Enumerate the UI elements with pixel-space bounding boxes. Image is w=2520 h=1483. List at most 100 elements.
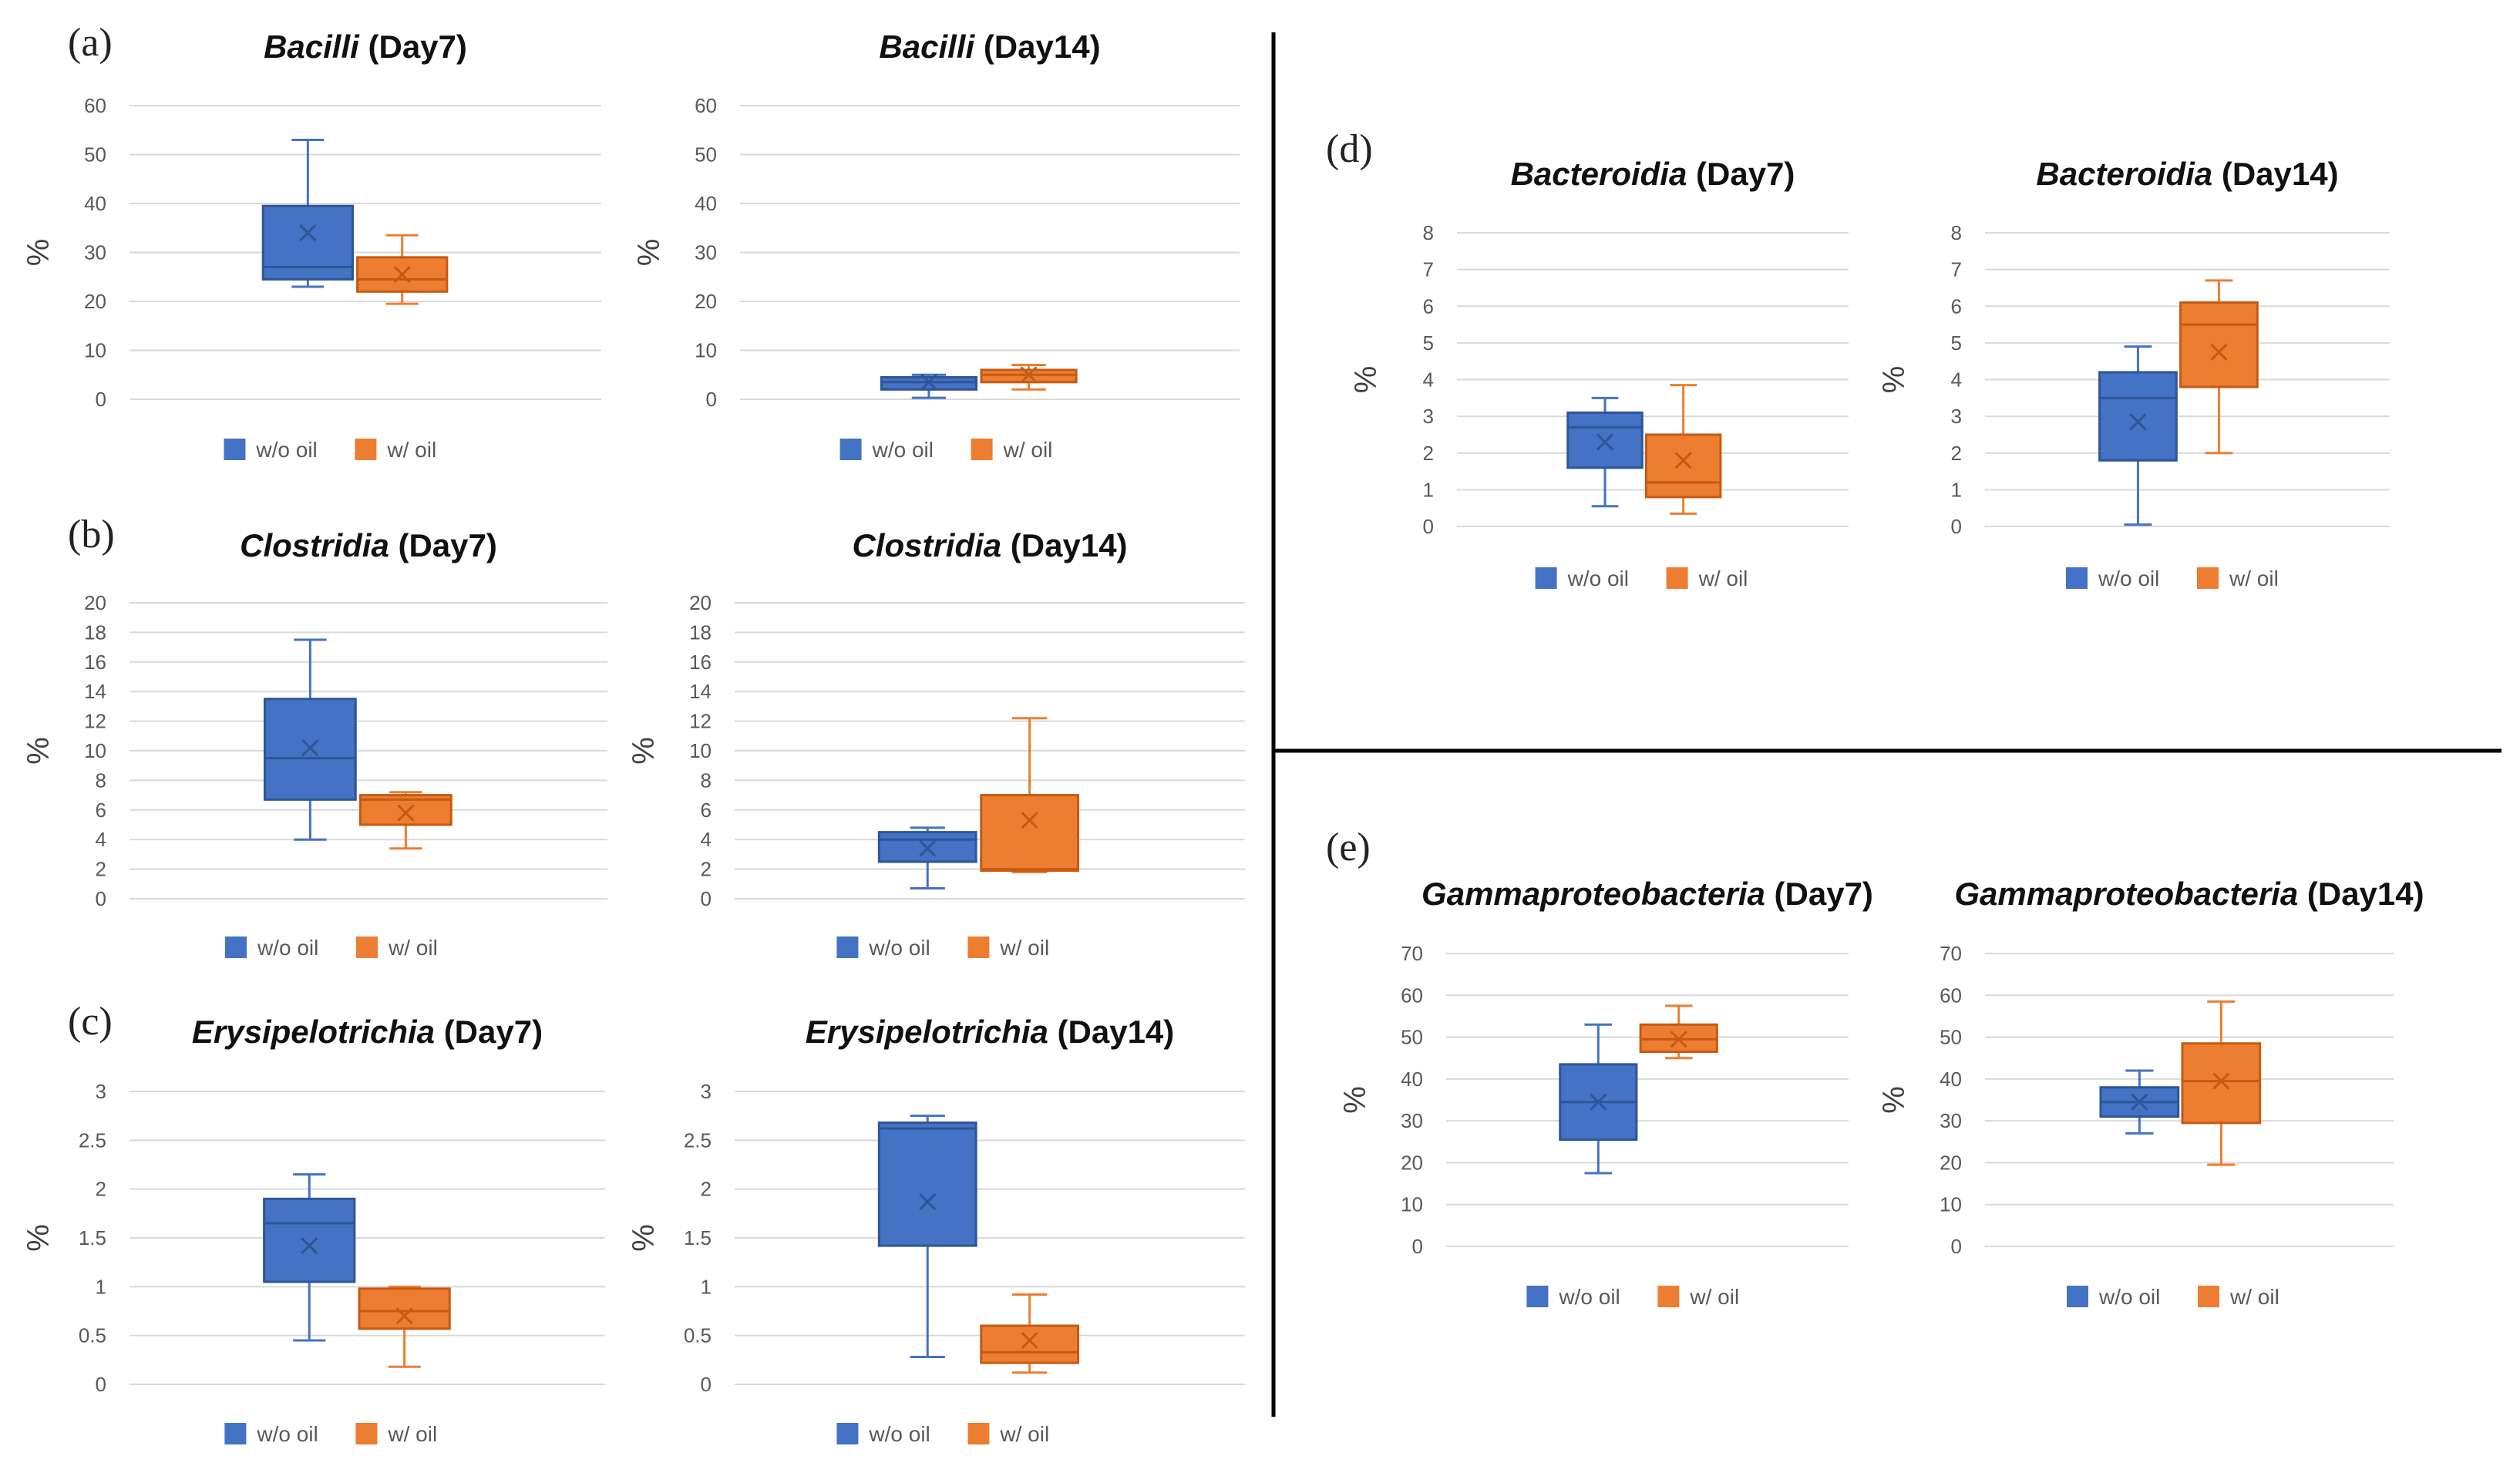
mean-marker-w-oil [2212,1072,2230,1090]
legend-label-wo-oil: w/o oil [256,1422,318,1446]
y-tick-label: 2.5 [684,1128,712,1152]
y-tick-label: 2 [96,858,106,881]
panel-labels: (a) (b) (c) (d) (e) [68,21,1373,1044]
y-tick-label: 12 [84,710,106,733]
y-tick-label: 14 [689,680,712,703]
y-tick-label: 0.5 [79,1324,106,1347]
legend-swatch-w-oil [356,937,378,958]
y-tick-label: 8 [1951,221,1962,244]
panel-dividers [1271,32,2501,1417]
y-tick-label: 60 [1401,984,1423,1007]
y-tick-label: 70 [1940,942,1962,965]
y-tick-label: 6 [1951,294,1962,318]
chart-gammaproteobacteria-day7: 0 10 20 30 40 50 60 70% Gammaproteobacteria (Day… [1338,876,1873,1309]
y-tick-label: 3 [96,1080,106,1103]
panel-label: (d) [1326,127,1373,171]
chart-title-day: (Day14) [974,29,1100,65]
y-tick-label: 10 [84,339,106,362]
legend-label-w-oil: w/ oil [2229,567,2279,590]
chart-title: Erysipelotrichia (Day7) [192,1014,543,1050]
panel-label: (b) [68,513,115,557]
chart-bacilli-day7: 0 10 20 30 40 50 60% Bacilli (Day7) w/o oil w/ oi… [22,29,601,462]
legend-label-w-oil: w/ oil [1698,567,1748,590]
legend-swatch-w-oil [2197,567,2219,589]
y-tick-label: 2 [1951,442,1962,465]
y-tick-label: 2.5 [79,1128,106,1152]
panel-label: (e) [1326,826,1371,869]
chart-title-day: (Day14) [2212,156,2338,192]
y-tick-label: 1 [96,1275,106,1298]
y-tick-label: 3 [1423,405,1434,428]
legend-swatch-wo-oil [839,439,862,460]
legend-swatch-w-oil [971,439,993,460]
mean-marker-wo-oil [299,224,317,242]
y-tick-label: 16 [84,651,106,674]
y-tick-label: 40 [84,192,106,215]
y-tick-label: 1 [1423,478,1434,501]
y-tick-label: 6 [96,799,106,822]
y-tick-label: 16 [689,651,712,674]
legend-label-wo-oil: w/o oil [868,936,930,960]
y-axis-label: % [22,737,56,765]
y-tick-label: 10 [1940,1193,1962,1216]
chart-title: Bacilli (Day7) [264,29,467,65]
y-tick-label: 7 [1423,258,1434,281]
mean-marker-w-oil [1021,812,1038,829]
y-tick-label: 1 [1951,478,1962,501]
legend-label-w-oil: w/ oil [999,936,1049,960]
mean-marker-wo-oil [301,739,319,757]
chart-erysipelotrichia-day7: 0 0.5 1 1.5 2 2.5 3% Erysipelotrichia (Day7) w/o… [22,1014,605,1446]
box-wo-oil [261,204,354,281]
y-tick-label: 18 [689,620,712,644]
legend-swatch-wo-oil [224,439,246,460]
y-tick-label: 50 [1940,1026,1962,1049]
y-tick-label: 0 [1423,515,1434,538]
box-w-oil [980,794,1080,873]
chart-title-day: (Day7) [435,1014,543,1050]
y-tick-label: 60 [84,94,106,117]
chart-erysipelotrichia-day14: 0 0.5 1 1.5 2 2.5 3% Erysipelotrichia (Day14) w/… [627,1014,1245,1446]
y-tick-label: 4 [1423,368,1434,392]
mean-marker-w-oil [397,804,415,822]
legend-swatch-wo-oil [836,1423,859,1444]
y-tick-label: 50 [84,143,106,166]
charts-container: 0 10 20 30 40 50 60% Bacilli (Day7) w/o oil w/ oi… [22,29,2424,1446]
chart-title-day: (Day14) [1001,527,1127,563]
panel-label: (a) [68,21,113,65]
y-tick-label: 40 [1401,1068,1423,1091]
y-tick-label: 70 [1401,942,1423,965]
legend-label-w-oil: w/ oil [388,936,438,960]
y-axis-label: % [627,737,661,765]
legend-label-w-oil: w/ oil [387,1422,437,1446]
box-wo-oil [877,1121,977,1247]
y-tick-label: 12 [689,710,712,733]
chart-clostridia-day14: 0 2 4 6 8 10 12 14 16 18 20% Clostridia (Day14) w/o … [627,527,1245,960]
y-tick-label: 20 [689,591,712,614]
legend-label-wo-oil: w/o oil [257,936,318,960]
y-tick-label: 3 [1951,405,1962,428]
legend-label-wo-oil: w/o oil [1558,1285,1620,1309]
y-tick-label: 8 [701,768,712,792]
y-tick-label: 14 [84,680,106,703]
mean-marker-wo-oil [920,373,938,391]
box-w-oil [358,1287,451,1330]
y-axis-label: % [627,1224,661,1252]
mean-marker-wo-oil [2131,1093,2148,1111]
chart-title-day: (Day14) [1048,1014,1174,1050]
y-tick-label: 5 [1423,331,1434,355]
y-tick-label: 4 [1951,368,1962,392]
chart-bacteroidia-day7: 0 1 2 3 4 5 6 7 8% Bacteroidia (Day7) w/o oil w/ oi… [1349,156,1849,590]
chart-title: Bacteroidia (Day7) [1511,156,1795,192]
legend-swatch-wo-oil [1526,1286,1549,1307]
y-tick-label: 20 [1401,1151,1423,1174]
chart-clostridia-day7: 0 2 4 6 8 10 12 14 16 18 20% Clostridia (Day7) w/o o… [22,527,607,960]
y-axis-label: % [22,1224,56,1252]
y-axis-label: % [1349,366,1383,394]
chart-title-taxon: Bacteroidia [1511,156,1687,192]
legend-label-wo-oil: w/o oil [255,438,317,462]
legend-label-wo-oil: w/o oil [872,438,934,462]
y-tick-label: 8 [1423,221,1434,244]
y-tick-label: 30 [84,241,106,264]
chart-title: Gammaproteobacteria (Day7) [1421,876,1873,912]
